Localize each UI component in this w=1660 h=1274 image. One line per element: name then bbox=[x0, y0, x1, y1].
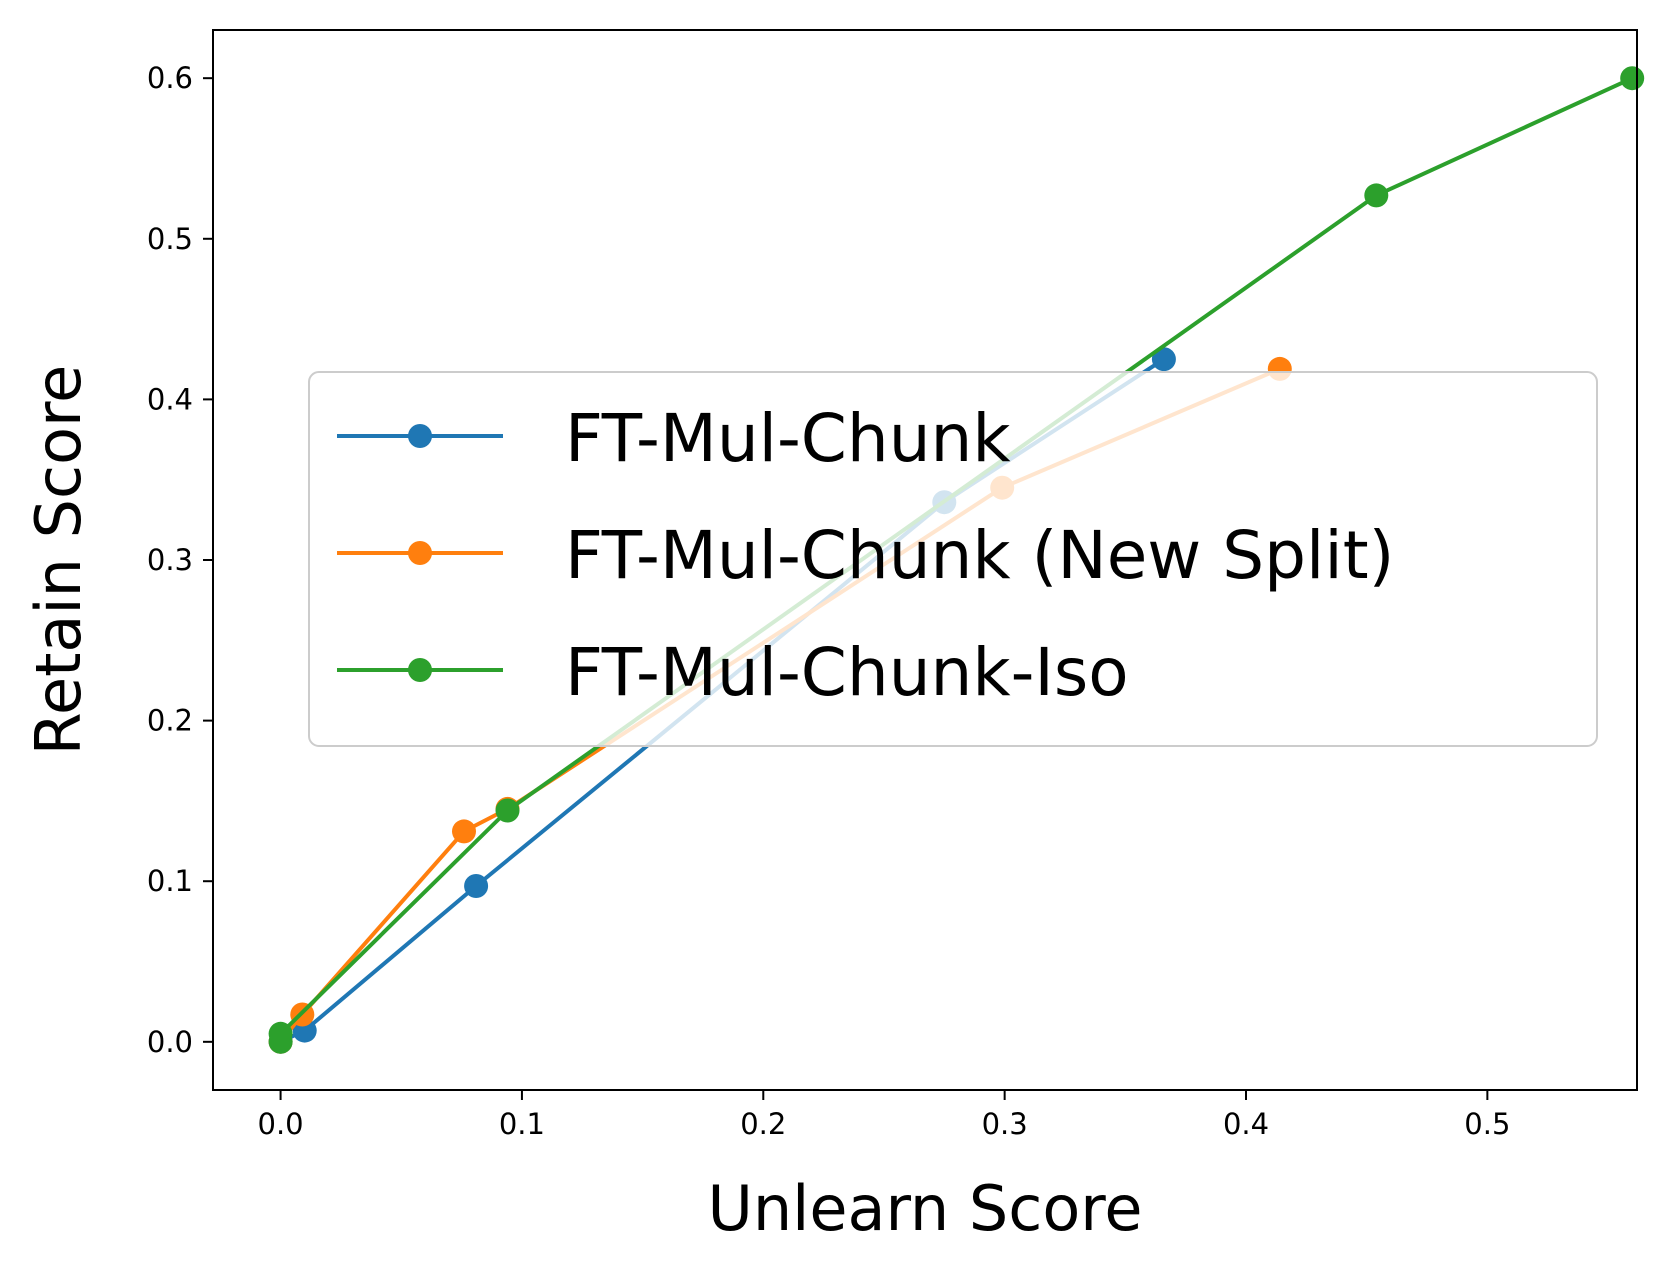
x-tick-label: 0.2 bbox=[740, 1107, 786, 1141]
legend-marker-ft-mul-chunk-new-split bbox=[408, 541, 432, 565]
y-axis-ticks: 0.0 0.1 0.2 0.3 0.4 0.5 0.6 bbox=[147, 61, 213, 1059]
x-tick-label: 0.0 bbox=[258, 1107, 304, 1141]
y-tick-label: 0.4 bbox=[147, 382, 193, 416]
legend-entry-ft-mul-chunk-new-split: FT-Mul-Chunk (New Split) bbox=[337, 517, 1394, 594]
legend-label-ft-mul-chunk-iso: FT-Mul-Chunk-Iso bbox=[565, 634, 1129, 711]
legend-label-ft-mul-chunk-new-split: FT-Mul-Chunk (New Split) bbox=[565, 517, 1394, 594]
data-point-ft-mul-chunk-iso bbox=[1364, 183, 1389, 208]
data-point-ft-mul-chunk bbox=[464, 874, 489, 898]
legend-entry-ft-mul-chunk-iso: FT-Mul-Chunk-Iso bbox=[337, 634, 1129, 711]
legend-label-ft-mul-chunk: FT-Mul-Chunk bbox=[565, 400, 1011, 477]
y-tick-label: 0.1 bbox=[147, 864, 193, 898]
y-axis-label: Retain Score bbox=[22, 365, 95, 756]
y-tick-label: 0.6 bbox=[147, 61, 193, 95]
legend-entry-ft-mul-chunk: FT-Mul-Chunk bbox=[337, 400, 1011, 477]
x-tick-label: 0.5 bbox=[1464, 1107, 1510, 1141]
x-tick-label: 0.3 bbox=[982, 1107, 1028, 1141]
legend-marker-ft-mul-chunk bbox=[408, 424, 432, 448]
legend: FT-Mul-Chunk FT-Mul-Chunk (New Split) FT… bbox=[308, 371, 1598, 747]
y-tick-label: 0.0 bbox=[147, 1025, 193, 1059]
data-point-ft-mul-chunk-iso bbox=[268, 1021, 293, 1046]
data-point-ft-mul-chunk-iso bbox=[1620, 66, 1645, 91]
data-point-ft-mul-chunk-new-split bbox=[452, 819, 476, 844]
x-axis-ticks: 0.0 0.1 0.2 0.3 0.4 0.5 bbox=[258, 1090, 1510, 1141]
y-tick-label: 0.5 bbox=[147, 222, 193, 256]
data-point-ft-mul-chunk-iso bbox=[495, 798, 520, 823]
data-point-ft-mul-chunk bbox=[1151, 347, 1176, 372]
x-tick-label: 0.1 bbox=[499, 1107, 545, 1141]
legend-box bbox=[308, 371, 1598, 747]
x-axis-label: Unlearn Score bbox=[707, 1172, 1142, 1245]
y-tick-label: 0.3 bbox=[147, 543, 193, 577]
y-tick-label: 0.2 bbox=[147, 704, 193, 738]
x-tick-label: 0.4 bbox=[1223, 1107, 1269, 1141]
legend-marker-ft-mul-chunk-iso bbox=[408, 658, 432, 682]
